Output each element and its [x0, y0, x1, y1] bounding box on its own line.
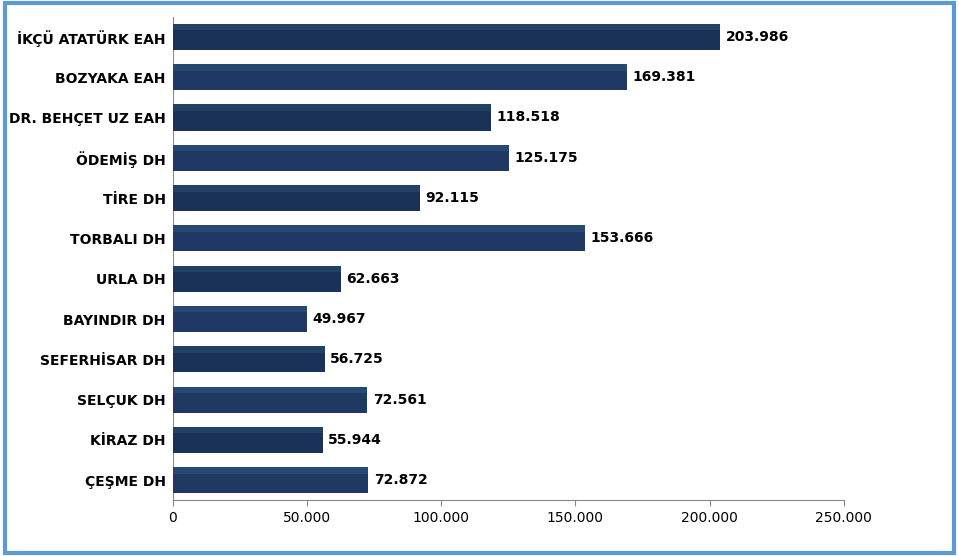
Bar: [173, 386, 367, 393]
Text: 203.986: 203.986: [726, 30, 789, 44]
Text: 56.725: 56.725: [330, 353, 384, 366]
Text: 118.518: 118.518: [496, 111, 560, 125]
Bar: [173, 24, 720, 30]
Bar: [173, 386, 367, 413]
Bar: [173, 467, 368, 474]
Text: 92.115: 92.115: [426, 191, 480, 205]
Bar: [173, 225, 585, 232]
Bar: [173, 145, 508, 171]
Bar: [173, 346, 325, 373]
Bar: [173, 266, 340, 292]
Bar: [173, 64, 627, 71]
Bar: [173, 427, 323, 453]
Bar: [173, 427, 323, 433]
Bar: [173, 306, 307, 332]
Text: 153.666: 153.666: [591, 231, 654, 245]
Text: 55.944: 55.944: [328, 433, 382, 447]
Bar: [173, 185, 420, 211]
Text: 49.967: 49.967: [313, 312, 365, 326]
Bar: [173, 467, 368, 493]
Bar: [173, 346, 325, 353]
Bar: [173, 266, 340, 272]
Text: 72.872: 72.872: [374, 473, 428, 487]
Bar: [173, 185, 420, 191]
Bar: [173, 64, 627, 90]
Bar: [173, 24, 720, 50]
Text: 169.381: 169.381: [633, 70, 696, 84]
Bar: [173, 105, 491, 131]
Text: 72.561: 72.561: [373, 393, 427, 406]
Bar: [173, 225, 585, 251]
Bar: [173, 145, 508, 151]
Text: 125.175: 125.175: [514, 151, 577, 165]
Bar: [173, 105, 491, 111]
Text: 62.663: 62.663: [346, 272, 400, 286]
Bar: [173, 306, 307, 312]
